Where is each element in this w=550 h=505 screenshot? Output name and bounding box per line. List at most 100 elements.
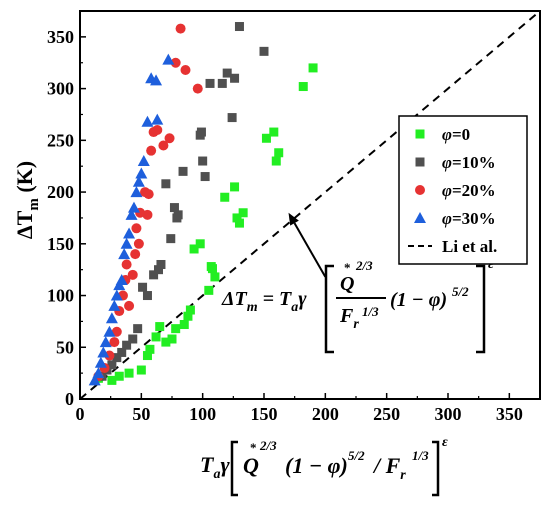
data-point bbox=[205, 78, 215, 88]
data-point bbox=[196, 127, 206, 137]
data-point bbox=[158, 140, 169, 151]
data-point bbox=[127, 269, 138, 280]
data-point bbox=[171, 324, 181, 334]
data-point bbox=[155, 322, 165, 332]
data-point bbox=[175, 23, 186, 34]
data-point bbox=[150, 74, 163, 86]
data-point bbox=[230, 182, 240, 192]
data-point bbox=[189, 244, 199, 254]
data-point bbox=[108, 299, 121, 311]
data-point bbox=[105, 312, 118, 324]
data-point bbox=[230, 73, 240, 83]
data-point bbox=[204, 285, 214, 295]
y-tick-label: 150 bbox=[47, 234, 74, 254]
x-axis-ticks: 0 50 100 150 200 250 300 350 bbox=[76, 393, 523, 424]
data-point bbox=[179, 320, 189, 330]
x-tick-label: 50 bbox=[132, 404, 150, 424]
x-tick-label: 250 bbox=[373, 404, 400, 424]
data-point bbox=[170, 57, 181, 68]
legend-label: Li et al. bbox=[442, 237, 497, 256]
data-point bbox=[133, 324, 143, 334]
data-point bbox=[130, 249, 141, 260]
y-tick-label: 100 bbox=[47, 286, 74, 306]
svg-text:ε: ε bbox=[442, 435, 448, 450]
data-point bbox=[217, 78, 227, 88]
data-point bbox=[120, 237, 133, 249]
svg-text:Q: Q bbox=[243, 453, 259, 478]
data-point bbox=[142, 291, 152, 301]
y-tick-label: 0 bbox=[65, 389, 74, 409]
data-point bbox=[269, 127, 279, 137]
svg-text:5/2: 5/2 bbox=[452, 284, 469, 299]
data-point bbox=[127, 201, 140, 213]
data-point bbox=[152, 124, 163, 135]
y-tick-label: 250 bbox=[47, 130, 74, 150]
data-point bbox=[161, 337, 171, 347]
data-point bbox=[183, 311, 193, 321]
data-point bbox=[222, 68, 232, 78]
legend: φ=0 φ=10% φ=20% φ=30% Li et al. bbox=[398, 115, 528, 265]
legend-marker bbox=[415, 157, 425, 167]
data-points bbox=[88, 22, 318, 386]
data-point bbox=[271, 156, 281, 166]
svg-text:1/3: 1/3 bbox=[412, 448, 429, 463]
svg-text:*: * bbox=[250, 440, 257, 455]
annotation-arrowhead bbox=[288, 212, 299, 226]
y-axis-ticks: 0 50 100 150 200 250 300 350 bbox=[47, 27, 86, 409]
y-tick-label: 50 bbox=[56, 337, 74, 357]
svg-text:(1 − φ): (1 − φ) bbox=[390, 289, 447, 311]
data-point bbox=[135, 167, 148, 179]
data-point bbox=[142, 209, 153, 220]
y-tick-label: 350 bbox=[47, 27, 74, 47]
data-point bbox=[162, 53, 175, 65]
data-point bbox=[142, 351, 152, 361]
legend-marker bbox=[414, 212, 426, 223]
x-tick-label: 150 bbox=[251, 404, 278, 424]
data-point bbox=[114, 371, 124, 381]
data-point bbox=[125, 208, 138, 220]
data-point bbox=[123, 227, 136, 239]
svg-text:ΔTm (K): ΔTm (K) bbox=[12, 161, 42, 239]
data-point bbox=[192, 83, 203, 94]
data-point bbox=[220, 192, 230, 202]
x-tick-label: 300 bbox=[435, 404, 462, 424]
data-point bbox=[164, 133, 175, 144]
data-point bbox=[124, 368, 134, 378]
data-point bbox=[210, 272, 220, 282]
data-point bbox=[110, 289, 123, 301]
data-point bbox=[104, 350, 115, 361]
data-point bbox=[146, 145, 157, 156]
svg-text:ΔTm = Taγ: ΔTm = Taγ bbox=[221, 288, 307, 315]
legend-label: φ=10% bbox=[442, 153, 496, 172]
data-point bbox=[111, 326, 122, 337]
data-point bbox=[156, 259, 166, 269]
legend-label: φ=0 bbox=[442, 125, 470, 144]
data-point bbox=[198, 156, 208, 166]
data-point bbox=[207, 264, 217, 274]
data-point bbox=[178, 166, 188, 176]
y-tick-label: 300 bbox=[47, 79, 74, 99]
data-point bbox=[121, 259, 132, 270]
svg-text:*: * bbox=[344, 260, 351, 275]
x-tick-label: 350 bbox=[496, 404, 523, 424]
data-point bbox=[109, 337, 120, 348]
data-point bbox=[133, 238, 144, 249]
data-point bbox=[117, 347, 127, 357]
svg-text:/ Fr: / Fr bbox=[372, 453, 406, 483]
svg-text:Taγ: Taγ bbox=[200, 452, 230, 482]
data-point bbox=[112, 353, 122, 363]
data-point bbox=[124, 300, 135, 311]
data-point bbox=[227, 113, 237, 123]
annotation-arrow bbox=[293, 222, 327, 278]
data-point bbox=[128, 334, 138, 344]
svg-text:Q: Q bbox=[340, 273, 354, 295]
svg-text:2/3: 2/3 bbox=[259, 438, 277, 453]
data-point bbox=[115, 274, 128, 286]
data-point bbox=[99, 336, 112, 348]
svg-text:2/3: 2/3 bbox=[355, 258, 373, 273]
plot-frame bbox=[79, 10, 541, 400]
data-point bbox=[97, 346, 110, 358]
data-point bbox=[167, 334, 177, 344]
legend-label: φ=30% bbox=[442, 209, 496, 228]
